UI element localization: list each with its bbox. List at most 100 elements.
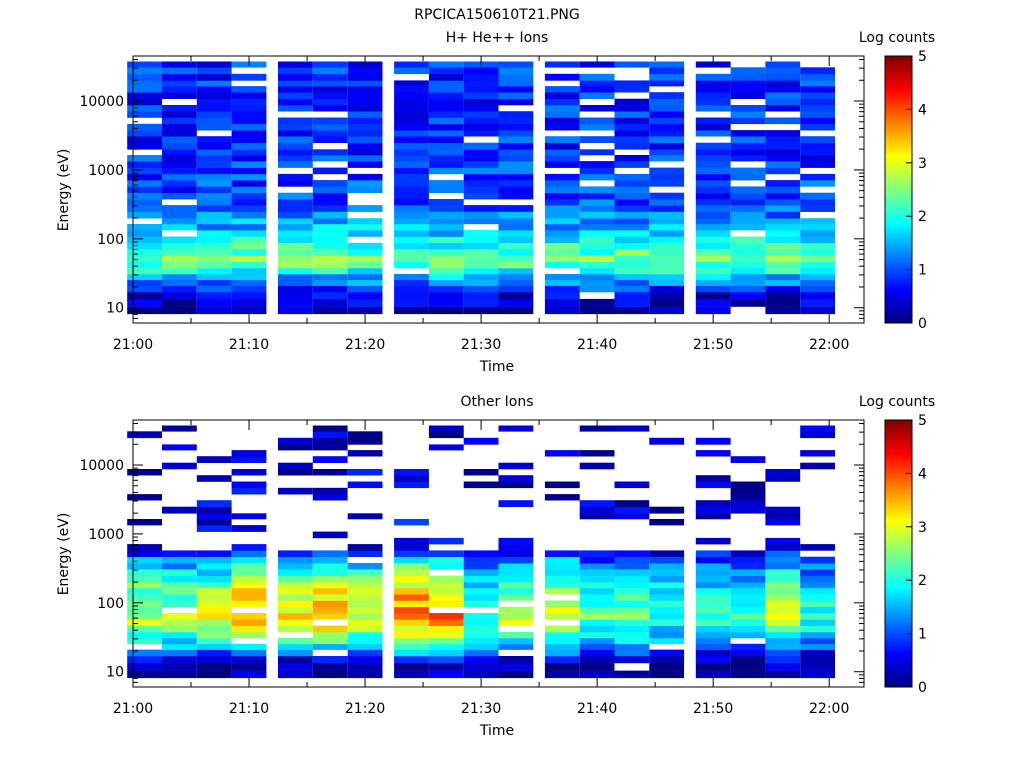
heatmap-cell — [162, 105, 197, 112]
heatmap-cell — [649, 199, 685, 206]
colorbar-segment — [885, 513, 912, 517]
heatmap-cell — [196, 142, 232, 150]
heatmap-cell — [649, 130, 685, 137]
heatmap-cell — [800, 588, 835, 595]
heatmap-cell — [800, 450, 835, 457]
heatmap-cell — [394, 274, 429, 281]
heatmap-cell — [312, 431, 348, 439]
heatmap-cell — [428, 86, 464, 93]
heatmap-cell — [196, 475, 232, 482]
heatmap-cell — [614, 142, 650, 150]
colorbar-segment — [885, 304, 912, 308]
heatmap-cell — [162, 582, 197, 589]
heatmap-cell — [196, 98, 232, 106]
heatmap-cell — [312, 643, 348, 650]
heatmap-cell — [649, 638, 685, 645]
heatmap-cell — [428, 425, 464, 432]
x-tick-label: 21:30 — [461, 337, 501, 353]
colorbar-segment — [885, 662, 912, 667]
heatmap-cell — [127, 199, 162, 206]
colorbar-segment — [885, 258, 912, 262]
heatmap-cell — [231, 267, 267, 275]
colorbar-segment — [885, 122, 912, 126]
x-tick-label: 21:50 — [693, 337, 733, 353]
colorbar-segment — [885, 657, 912, 661]
heatmap-cell — [765, 180, 801, 187]
colorbar-segment — [885, 178, 912, 182]
heatmap-cell — [614, 550, 650, 557]
y-tick-label: 1000 — [88, 163, 124, 179]
heatmap-cell — [196, 167, 232, 175]
heatmap-cell — [347, 643, 383, 650]
heatmap-cell — [579, 638, 615, 645]
heatmap-cell — [614, 285, 650, 293]
heatmap-cell — [278, 656, 313, 664]
heatmap-cell — [394, 236, 429, 244]
heatmap-cell — [162, 186, 197, 193]
heatmap-cell — [347, 255, 383, 262]
heatmap-cell — [394, 92, 429, 99]
heatmap-cell — [800, 625, 835, 633]
heatmap-cell — [162, 285, 197, 293]
heatmap-cell — [278, 298, 313, 307]
heatmap-cell — [278, 582, 313, 589]
colorbar-segment — [885, 314, 912, 319]
heatmap-cell — [544, 481, 580, 489]
colorbar-segment — [885, 320, 912, 324]
heatmap-cell — [312, 274, 348, 281]
heatmap-cell — [347, 123, 383, 131]
heatmap-cell — [394, 249, 429, 256]
colorbar-segment — [885, 200, 912, 204]
colorbar-tick-label: 0 — [918, 316, 927, 332]
heatmap-cell — [649, 123, 685, 131]
heatmap-cell — [800, 111, 835, 118]
heatmap-cell — [347, 117, 383, 125]
heatmap-cell — [312, 444, 348, 451]
heatmap-cell — [649, 249, 685, 256]
colorbar-segment — [885, 430, 912, 434]
colorbar-segment — [885, 210, 912, 214]
colorbar-segment — [885, 641, 912, 645]
heatmap-cell — [579, 582, 615, 589]
heatmap-cell — [544, 649, 580, 657]
heatmap-cell — [730, 487, 766, 495]
heatmap-cell — [231, 98, 267, 106]
heatmap-cell — [196, 569, 232, 576]
heatmap-cell — [800, 279, 835, 286]
panel-2-colorbar: 0 1 2 3 4 5 — [884, 413, 927, 696]
colorbar-segment — [885, 492, 912, 496]
heatmap-cell — [765, 519, 801, 526]
heatmap-cell — [196, 306, 232, 315]
heatmap-cell — [579, 575, 615, 583]
heatmap-cell — [278, 230, 313, 237]
heatmap-cell — [196, 123, 232, 131]
heatmap-cell — [428, 105, 464, 112]
heatmap-cell — [695, 600, 731, 608]
heatmap-cell — [127, 550, 162, 557]
heatmap-cell — [312, 61, 348, 68]
heatmap-cell — [730, 105, 766, 112]
heatmap-cell — [428, 575, 464, 583]
heatmap-cell — [394, 469, 429, 476]
heatmap-cell — [765, 73, 801, 81]
heatmap-cell — [428, 111, 464, 118]
heatmap-cell — [278, 274, 313, 281]
heatmap-cell — [695, 481, 731, 489]
heatmap-cell — [614, 638, 650, 645]
heatmap-cell — [394, 285, 429, 293]
heatmap-cell — [498, 279, 534, 286]
heatmap-cell — [649, 274, 685, 281]
heatmap-cell — [312, 631, 348, 639]
heatmap-cell — [463, 242, 499, 250]
colorbar-segment — [885, 518, 912, 522]
heatmap-cell — [695, 211, 731, 219]
heatmap-cell — [463, 619, 499, 626]
heatmap-cell — [765, 155, 801, 162]
colorbar-segment — [885, 505, 912, 509]
heatmap-cell — [463, 80, 499, 87]
heatmap-cell — [498, 481, 534, 489]
heatmap-cell — [278, 267, 313, 275]
heatmap-cell — [800, 544, 835, 551]
colorbar-segment — [885, 545, 912, 549]
heatmap-cell — [544, 582, 580, 589]
